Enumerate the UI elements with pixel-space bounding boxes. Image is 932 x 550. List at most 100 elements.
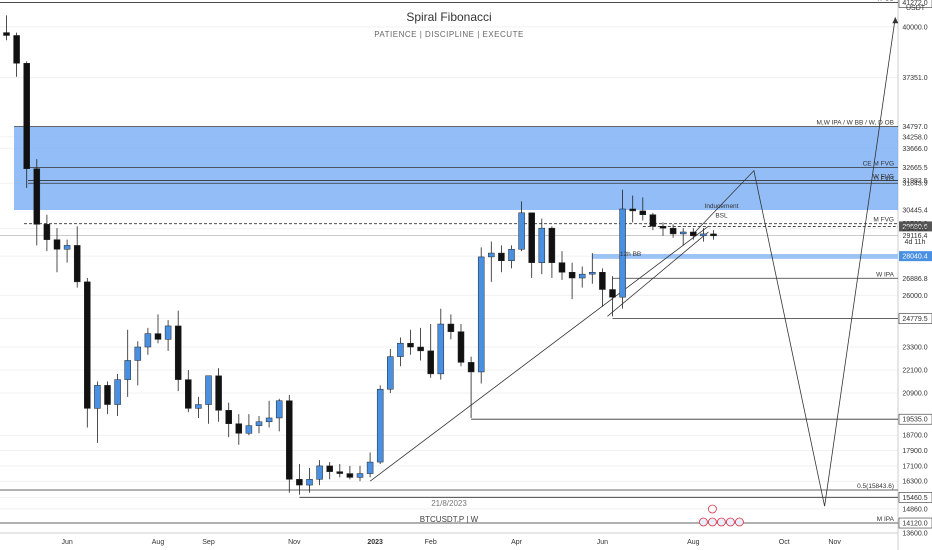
candle-body	[609, 289, 616, 298]
candle-body	[134, 346, 142, 361]
candle-body	[73, 245, 81, 283]
price-tick-label: 31843.9	[902, 181, 927, 188]
price-label-box	[899, 221, 932, 232]
price-tick-label: 26886.8	[902, 276, 927, 283]
zone-12h-bb	[592, 254, 898, 259]
candle-body	[568, 272, 576, 279]
candle-body	[528, 212, 535, 263]
candle-body	[346, 473, 354, 478]
price-tick-label: 32665.5	[902, 165, 927, 172]
price-tick-label: 31982.5	[902, 178, 927, 185]
trendline-2	[607, 231, 709, 317]
candle-body	[477, 256, 485, 373]
candle-body	[457, 331, 465, 363]
candle-body	[710, 233, 717, 237]
candle-body	[255, 421, 263, 426]
event-icon	[699, 517, 708, 527]
candle-body	[366, 461, 374, 474]
price-tick-label: 18700.0	[902, 433, 927, 440]
candle-body	[427, 350, 434, 375]
candle-body	[144, 333, 152, 348]
candle-body	[235, 423, 243, 434]
candle-body	[397, 342, 404, 357]
level-label: 0.5(15843.6)	[857, 483, 894, 490]
candle-body	[669, 227, 677, 235]
price-tick-label: 26000.0	[902, 293, 927, 300]
time-tick-label: Aug	[687, 539, 700, 546]
candle-body	[296, 479, 303, 486]
candle-body	[690, 231, 697, 237]
candle-body	[498, 252, 505, 261]
time-tick-label: Jun	[61, 539, 72, 546]
candle-body	[558, 262, 566, 273]
footer-date: 21/8/2023	[431, 499, 467, 508]
price-tick-label: 29470.0	[902, 226, 927, 233]
price-tick-label: 17100.0	[902, 463, 927, 470]
candle-body	[387, 356, 394, 390]
candle-body	[286, 400, 293, 480]
candle-body	[629, 208, 636, 212]
time-tick-label: Jun	[597, 539, 608, 546]
price-tick-label: 4d 11h	[905, 239, 926, 246]
price-tick-label: 22100.0	[902, 368, 927, 375]
candle-body	[185, 379, 192, 409]
candle-body	[114, 379, 121, 405]
price-tick-label: 30445.4	[902, 208, 927, 215]
time-tick-label: Nov	[828, 539, 841, 546]
time-tick-label: 2023	[367, 539, 383, 546]
event-icon	[735, 517, 744, 527]
price-tick-label: 19535.0	[902, 417, 927, 424]
level-label: W OB	[877, 0, 894, 2]
price-tick-label: 16300.0	[902, 479, 927, 486]
price-label-box	[898, 0, 932, 8]
zone-order-block	[14, 126, 898, 211]
candle-body	[104, 385, 111, 405]
candle-body	[195, 404, 202, 409]
candle-body	[700, 233, 707, 237]
candle-body	[639, 210, 647, 215]
candle-body	[548, 227, 556, 263]
candle-body	[275, 400, 283, 419]
level-label: M,W IPA / W BB / W, D OB	[816, 120, 894, 127]
price-label-box	[899, 251, 932, 262]
candle-body	[245, 425, 253, 434]
annotation-label: 12h BB	[620, 251, 641, 258]
candle-body	[84, 281, 91, 409]
candle-body	[336, 471, 344, 474]
price-tick-label: 23300.0	[902, 345, 927, 352]
time-tick-label: Aug	[152, 539, 165, 546]
projection-arrow	[892, 17, 899, 24]
candle-body	[659, 225, 667, 229]
price-tick-label: 41272.0	[902, 0, 927, 7]
candle-body	[356, 473, 364, 478]
candle-body	[94, 385, 101, 409]
candle-body	[164, 325, 172, 340]
chart-subtitle: PATIENCE | DISCIPLINE | EXECUTE	[374, 30, 524, 39]
time-tick-label: Nov	[288, 539, 301, 546]
level-label: D FVG	[874, 176, 894, 183]
price-tick-label: 29590.6	[902, 224, 927, 231]
level-label: M FVG	[873, 217, 894, 224]
currency-unit: USDT	[906, 5, 926, 12]
candle-body	[437, 323, 445, 375]
price-label-box	[898, 492, 932, 503]
price-tick-label: 40000.0	[902, 24, 927, 31]
candle-body	[447, 323, 455, 332]
candle-body	[33, 168, 41, 225]
price-tick-label: 34797.0	[902, 124, 927, 131]
candle-body	[13, 35, 20, 64]
candle-body	[265, 417, 273, 423]
candle-body	[154, 333, 162, 340]
annotation-label: Inducement	[705, 203, 739, 210]
candle-body	[467, 362, 475, 373]
candle-body	[316, 465, 323, 480]
price-tick-label: 29116.4	[903, 233, 928, 240]
price-tick-label: 13600.0	[902, 531, 927, 538]
flash-icon	[708, 504, 717, 514]
candle-body	[619, 208, 626, 298]
price-tick-label: 15460.5	[902, 495, 927, 502]
candle-body	[43, 224, 51, 240]
price-tick-label: 14120.0	[902, 521, 927, 528]
event-icon	[726, 517, 735, 527]
